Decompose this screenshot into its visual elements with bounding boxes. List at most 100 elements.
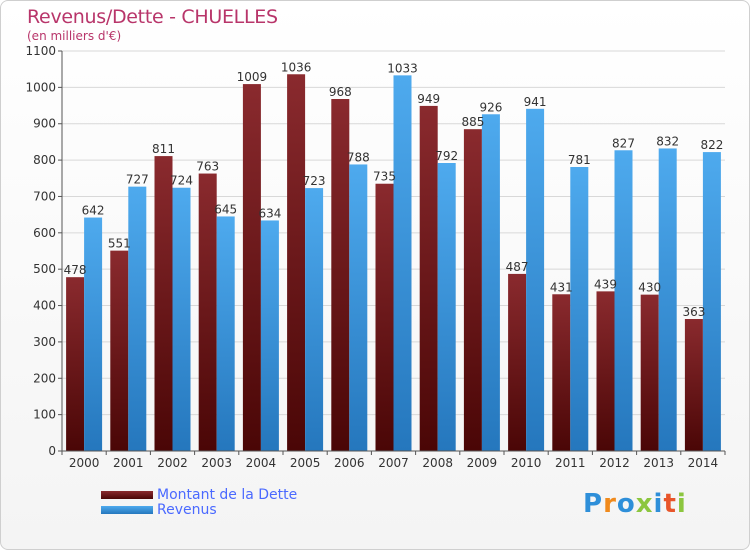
chart-subtitle: (en milliers d'€) xyxy=(27,29,122,43)
bar-debt xyxy=(242,84,261,451)
bar-revenue xyxy=(305,188,324,451)
legend-swatch-debt xyxy=(101,490,153,499)
logo-letter: o xyxy=(616,489,636,519)
data-label-revenue: 832 xyxy=(656,134,679,148)
data-label-revenue: 727 xyxy=(126,173,149,187)
data-label-debt: 968 xyxy=(329,85,352,99)
bar-revenue xyxy=(172,187,191,451)
y-tick-label: 800 xyxy=(33,153,56,167)
data-label-debt: 811 xyxy=(152,142,175,156)
y-tick-label: 700 xyxy=(33,189,56,203)
x-tick-label: 2012 xyxy=(599,456,630,470)
bar-debt xyxy=(154,156,173,451)
bar-revenue xyxy=(216,216,235,451)
x-tick-label: 2008 xyxy=(422,456,453,470)
logo-letter: P xyxy=(583,489,604,519)
x-tick-label: 2006 xyxy=(334,456,365,470)
bar-revenue xyxy=(614,150,633,452)
bar-revenue xyxy=(570,167,589,451)
data-label-debt: 478 xyxy=(64,263,87,277)
data-label-debt: 431 xyxy=(550,280,573,294)
data-label-revenue: 827 xyxy=(612,136,635,150)
y-tick-label: 100 xyxy=(33,408,56,422)
data-label-revenue: 642 xyxy=(82,204,105,218)
legend-item-revenue: Revenus xyxy=(101,501,297,518)
bar-debt xyxy=(684,319,703,451)
proxiti-logo: Proxiti xyxy=(583,489,687,519)
data-label-revenue: 645 xyxy=(214,202,237,216)
bar-debt xyxy=(110,250,129,451)
bar-revenue xyxy=(84,217,103,451)
bar-revenue xyxy=(526,108,545,452)
bar-revenue xyxy=(393,75,412,451)
bar-revenue xyxy=(349,164,368,452)
logo-letter: i xyxy=(676,489,687,519)
y-tick-label: 300 xyxy=(33,335,56,349)
x-tick-label: 2009 xyxy=(467,456,498,470)
data-label-debt: 1009 xyxy=(237,70,268,84)
y-tick-label: 1000 xyxy=(25,80,56,94)
data-label-debt: 1036 xyxy=(281,60,312,74)
data-label-revenue: 792 xyxy=(435,149,458,163)
legend-swatch-revenue xyxy=(101,505,153,514)
data-label-revenue: 781 xyxy=(568,153,591,167)
x-tick-label: 2003 xyxy=(201,456,232,470)
x-tick-label: 2000 xyxy=(69,456,100,470)
y-tick-label: 500 xyxy=(33,262,56,276)
y-tick-label: 200 xyxy=(33,371,56,385)
logo-letter: t xyxy=(663,489,677,519)
bar-debt xyxy=(331,99,350,451)
data-label-revenue: 723 xyxy=(303,174,326,188)
x-tick-label: 2011 xyxy=(555,456,586,470)
bar-debt xyxy=(419,105,438,451)
data-label-debt: 363 xyxy=(682,305,705,319)
bar-revenue xyxy=(260,220,279,451)
bar-debt xyxy=(640,294,659,451)
data-label-debt: 885 xyxy=(461,115,484,129)
x-tick-label: 2014 xyxy=(688,456,719,470)
logo-letter: r xyxy=(603,489,617,519)
data-label-debt: 735 xyxy=(373,170,396,184)
data-label-revenue: 634 xyxy=(258,206,281,220)
data-label-debt: 439 xyxy=(594,277,617,291)
bar-revenue xyxy=(128,186,147,452)
bar-revenue xyxy=(658,148,677,452)
bar-debt xyxy=(66,277,85,451)
y-tick-label: 0 xyxy=(48,444,56,458)
logo-letter: x xyxy=(635,489,654,519)
x-tick-label: 2013 xyxy=(643,456,674,470)
data-label-debt: 949 xyxy=(417,92,440,106)
data-label-debt: 487 xyxy=(506,260,529,274)
bar-debt xyxy=(552,294,571,451)
legend-label-revenue: Revenus xyxy=(157,501,217,518)
data-label-revenue: 941 xyxy=(524,95,547,109)
x-tick-label: 2005 xyxy=(290,456,321,470)
bar-debt xyxy=(198,173,217,451)
x-tick-label: 2007 xyxy=(378,456,409,470)
data-label-debt: 430 xyxy=(638,281,661,295)
legend-item-debt: Montant de la Dette xyxy=(101,486,298,503)
bar-revenue xyxy=(702,152,721,451)
data-label-revenue: 788 xyxy=(347,150,370,164)
logo-letter: i xyxy=(653,489,664,519)
data-label-revenue: 1033 xyxy=(387,61,418,75)
data-label-revenue: 926 xyxy=(479,100,502,114)
x-tick-label: 2004 xyxy=(246,456,277,470)
y-tick-label: 1100 xyxy=(25,44,56,58)
bar-revenue xyxy=(481,114,500,451)
bar-debt xyxy=(463,129,482,451)
data-label-debt: 763 xyxy=(196,160,219,174)
bar-debt xyxy=(508,273,527,451)
chart-title: Revenus/Dette - CHUELLES xyxy=(27,6,278,28)
x-tick-label: 2001 xyxy=(113,456,144,470)
chart-legend: Montant de la Dette Revenus xyxy=(101,486,298,518)
y-tick-label: 900 xyxy=(33,117,56,131)
x-tick-label: 2010 xyxy=(511,456,542,470)
bar-debt xyxy=(596,291,615,451)
legend-label-debt: Montant de la Dette xyxy=(157,486,298,503)
data-label-revenue: 822 xyxy=(700,138,723,152)
x-tick-label: 2002 xyxy=(157,456,188,470)
bar-revenue xyxy=(437,163,456,451)
